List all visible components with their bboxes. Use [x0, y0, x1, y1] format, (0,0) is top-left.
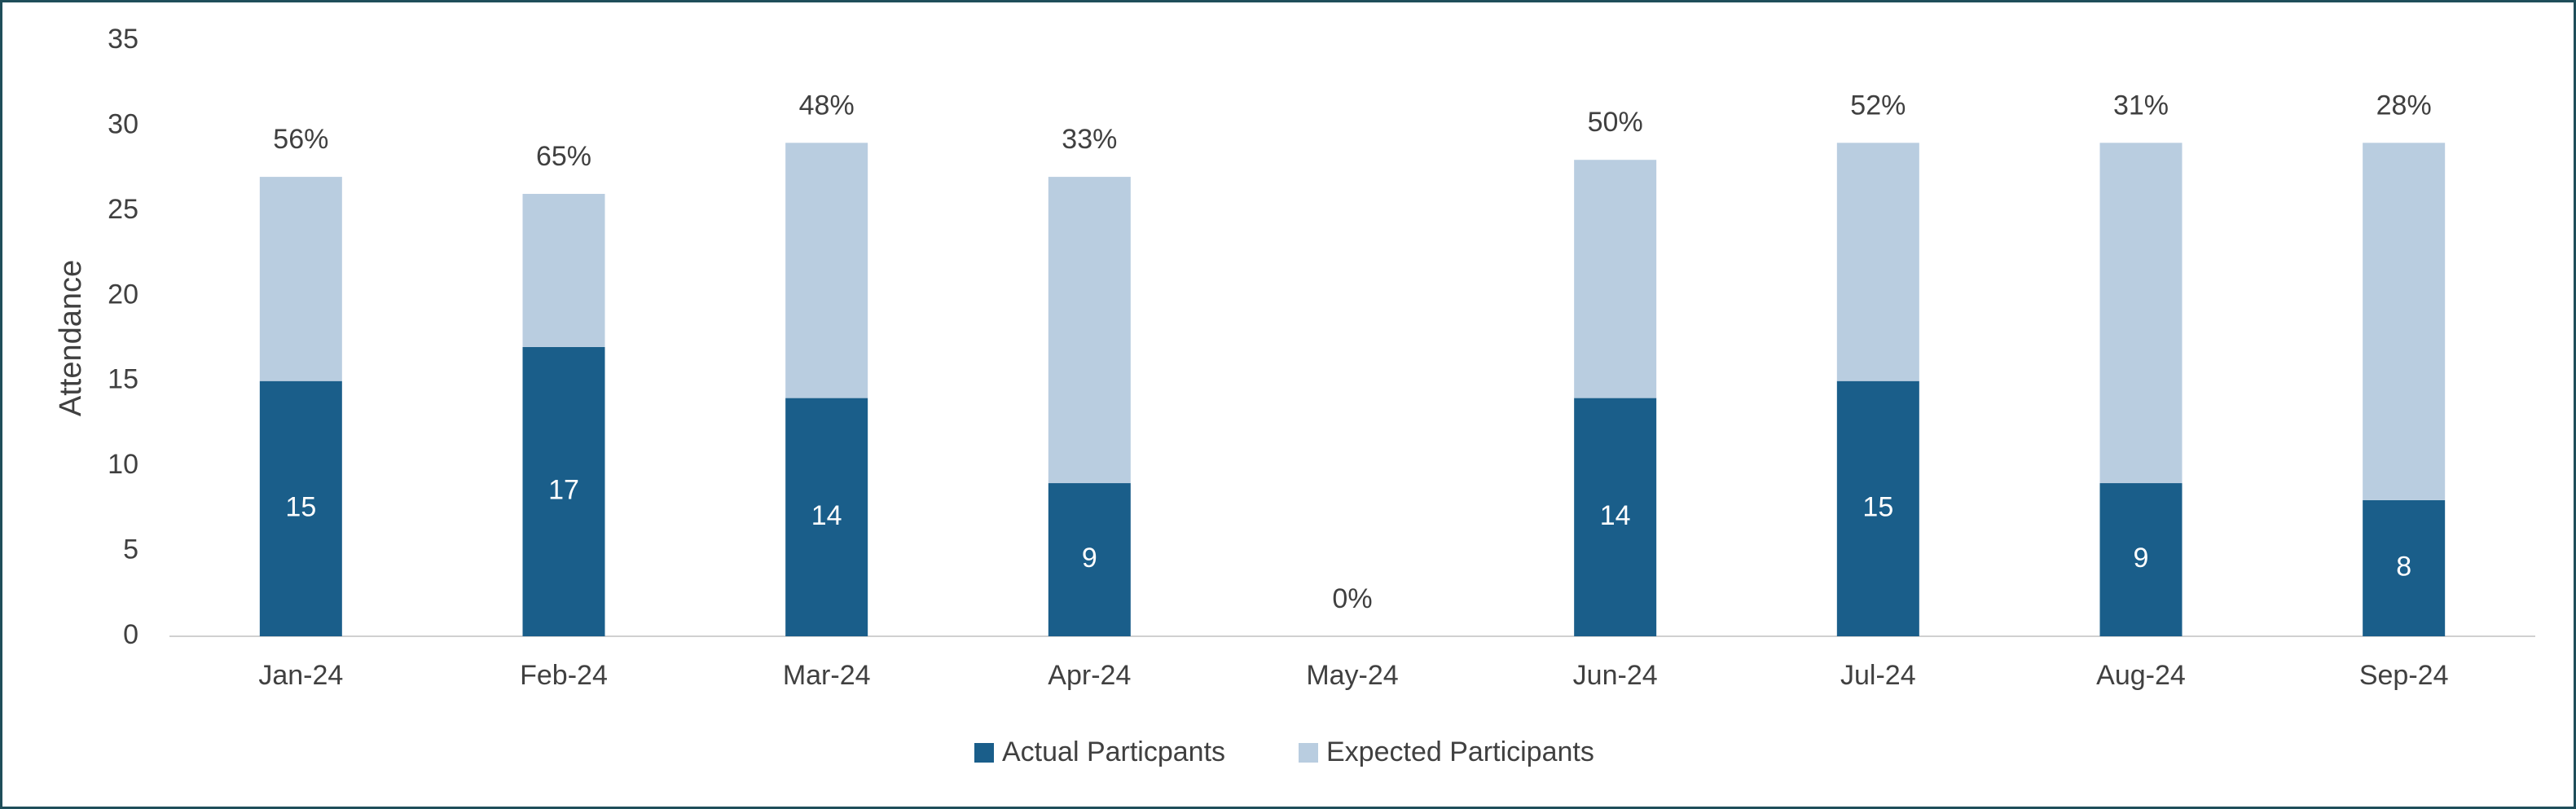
y-tick-label: 20 — [108, 279, 138, 310]
rate-label: 65% — [536, 141, 591, 172]
rate-label: 0% — [1332, 583, 1372, 614]
x-tick-label: Sep-24 — [2359, 660, 2449, 691]
legend-label: Expected Participants — [1326, 736, 1594, 767]
data-label: 9 — [2134, 543, 2149, 574]
rate-label: 28% — [2376, 90, 2432, 121]
data-label: 15 — [1862, 491, 1893, 522]
legend-swatch — [1299, 743, 1318, 763]
y-tick-label: 10 — [108, 449, 138, 480]
x-tick-label: Jun-24 — [1573, 660, 1658, 691]
x-tick-label: Apr-24 — [1048, 660, 1131, 691]
bar-segment — [522, 193, 605, 347]
bar-segment — [1836, 143, 1919, 381]
rate-label: 56% — [273, 124, 328, 155]
rate-label: 50% — [1588, 107, 1643, 138]
bar-segment — [2363, 499, 2446, 636]
x-tick-label: Aug-24 — [2096, 660, 2186, 691]
y-tick-label: 5 — [123, 534, 138, 565]
data-label: 17 — [548, 474, 579, 505]
x-tick-label: Jan-24 — [258, 660, 343, 691]
bar-segment — [1048, 483, 1131, 636]
bar-segment — [2363, 143, 2446, 500]
y-tick-label: 35 — [108, 24, 138, 55]
rate-label: 31% — [2113, 90, 2169, 121]
y-axis-title: Attendance — [54, 260, 88, 416]
bar-segment — [2099, 483, 2183, 636]
data-label: 15 — [285, 491, 316, 522]
y-tick-label: 15 — [108, 364, 138, 395]
bar-segment — [1048, 177, 1131, 484]
bar-segment — [2099, 143, 2183, 484]
x-tick-label: Jul-24 — [1840, 660, 1916, 691]
bar-segment — [259, 177, 342, 381]
y-tick-label: 30 — [108, 108, 138, 139]
data-label: 14 — [811, 500, 842, 531]
bar-segment — [785, 398, 868, 636]
rate-label: 48% — [799, 90, 855, 121]
y-tick-label: 25 — [108, 194, 138, 225]
data-label: 8 — [2396, 551, 2411, 582]
rate-label: 52% — [1850, 90, 1906, 121]
bar-segment — [785, 143, 868, 398]
x-tick-label: May-24 — [1306, 660, 1398, 691]
x-tick-label: Feb-24 — [520, 660, 608, 691]
y-tick-label: 0 — [123, 619, 138, 650]
bar-segment — [259, 380, 342, 636]
bar-segment — [1574, 160, 1657, 398]
bar-segment — [522, 346, 605, 636]
rate-label: 33% — [1062, 124, 1117, 155]
legend-swatch — [974, 743, 994, 763]
legend-label: Actual Particpants — [1002, 736, 1225, 767]
bar-segment — [1574, 398, 1657, 636]
data-label: 9 — [1082, 543, 1097, 574]
bar-segment — [1836, 380, 1919, 636]
data-label: 14 — [1600, 500, 1631, 531]
x-tick-label: Mar-24 — [783, 660, 871, 691]
